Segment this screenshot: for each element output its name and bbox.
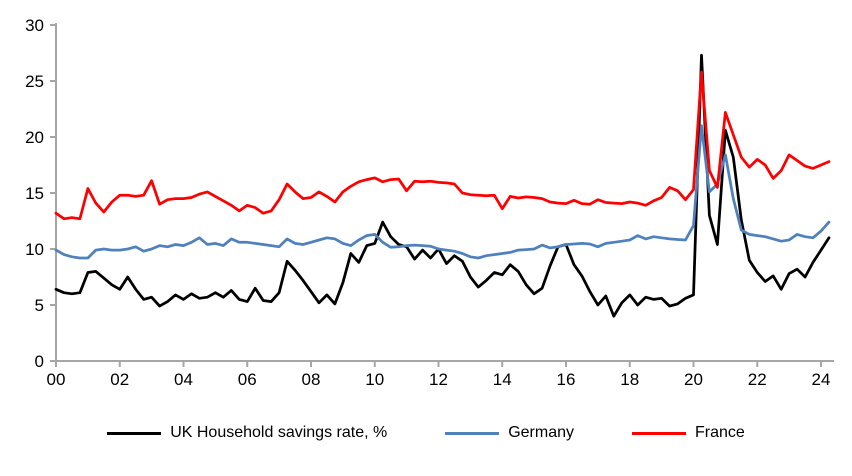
germany-series-line [54, 124, 831, 260]
uk-series-line [54, 53, 831, 318]
legend-label-germany: Germany [508, 424, 574, 441]
uk-line-swatch [107, 431, 162, 435]
x-tick-label: 00 [47, 370, 66, 389]
x-tick-label: 20 [684, 370, 703, 389]
y-tick-label: 0 [35, 352, 44, 371]
x-tick-label: 16 [557, 370, 576, 389]
chart-legend: UK Household savings rate, % Germany Fra… [0, 424, 852, 442]
france-series-line [54, 70, 831, 221]
x-tick-label: 02 [110, 370, 129, 389]
x-tick-label: 18 [620, 370, 639, 389]
y-tick-label: 30 [25, 16, 44, 35]
y-tick-label: 5 [35, 296, 44, 315]
germany-line-swatch [445, 431, 500, 435]
legend-item-germany: Germany [445, 424, 574, 442]
y-tick-label: 20 [25, 128, 44, 147]
x-tick-label: 22 [748, 370, 767, 389]
legend-label-uk: UK Household savings rate, % [170, 424, 388, 441]
y-tick-label: 10 [25, 240, 44, 259]
legend-label-france: France [695, 424, 745, 441]
x-tick-label: 08 [302, 370, 321, 389]
x-tick-label: 12 [429, 370, 448, 389]
y-tick-label: 25 [25, 72, 44, 91]
france-line-swatch [632, 431, 686, 435]
x-tick-label: 04 [174, 370, 193, 389]
legend-item-france: France [632, 424, 745, 442]
legend-item-uk: UK Household savings rate, % [107, 424, 387, 442]
x-tick-label: 14 [493, 370, 512, 389]
y-tick-label: 15 [25, 184, 44, 203]
x-tick-label: 06 [238, 370, 257, 389]
x-tick-label: 10 [365, 370, 384, 389]
chart-plot-area: 0 5 10 15 20 25 30 00 02 04 06 08 10 12 14 16 18 20 22 24 [25, 16, 834, 389]
x-tick-label: 24 [812, 370, 831, 389]
